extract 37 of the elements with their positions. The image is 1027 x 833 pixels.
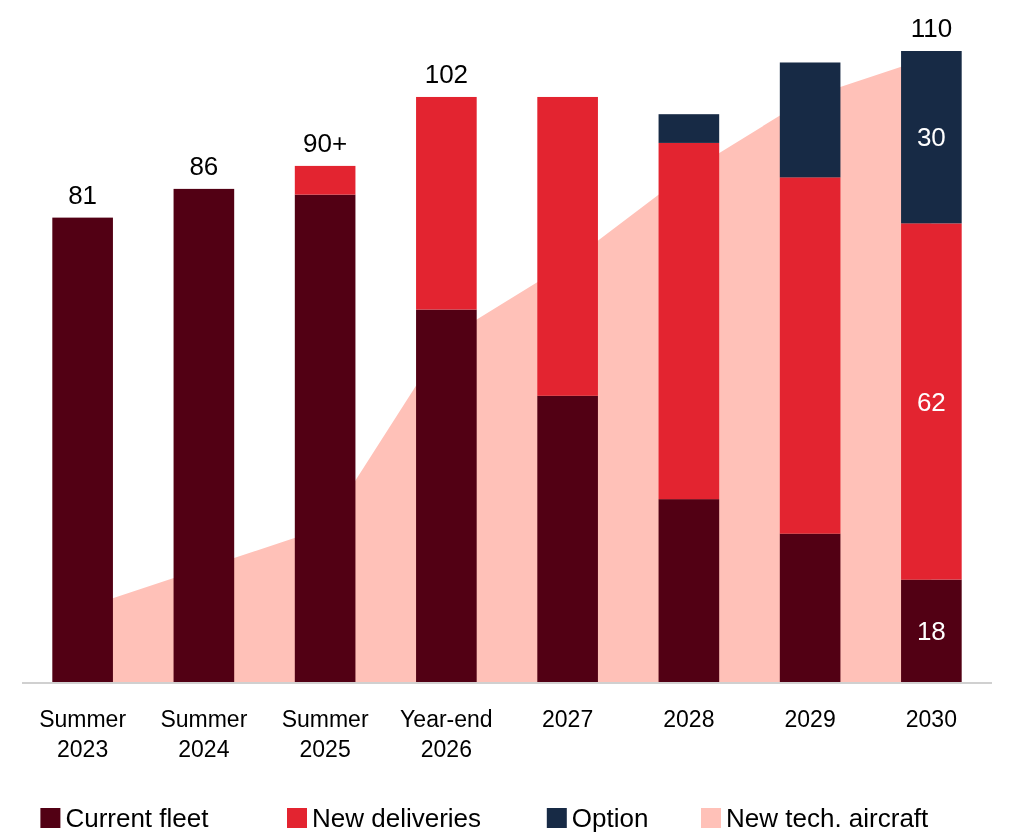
bar bbox=[294, 194, 356, 683]
bar bbox=[901, 51, 962, 224]
x-tick-label: 2028 bbox=[663, 706, 715, 732]
x-tick-label: Summer 2025 bbox=[281, 706, 369, 762]
bar bbox=[173, 188, 235, 683]
annotation: 102 bbox=[424, 58, 469, 89]
bar bbox=[658, 142, 720, 500]
annotation: 86 bbox=[189, 150, 219, 181]
bar bbox=[901, 579, 962, 683]
x-tick-label: 2029 bbox=[784, 706, 836, 732]
bar bbox=[537, 395, 598, 683]
x-tick-label: 2030 bbox=[905, 706, 957, 732]
x-tick-label: Summer 2024 bbox=[160, 706, 248, 762]
x-tick-label: Summer 2023 bbox=[39, 706, 127, 762]
annotation: 110 bbox=[910, 13, 953, 43]
annotation: 90+ bbox=[303, 127, 348, 158]
bar bbox=[658, 499, 720, 683]
data-label: 62 bbox=[916, 386, 946, 417]
bar bbox=[658, 114, 720, 143]
bar bbox=[537, 96, 598, 396]
bar bbox=[416, 309, 477, 683]
data-label: 18 bbox=[916, 616, 946, 647]
bar bbox=[52, 217, 113, 683]
legend-label: New tech. aircraft bbox=[726, 803, 930, 833]
legend-label: Option bbox=[571, 803, 649, 833]
bar bbox=[416, 96, 477, 310]
x-tick-label: Year-end 2026 bbox=[400, 706, 493, 762]
bar bbox=[779, 177, 841, 534]
legend-label: Current fleet bbox=[65, 803, 210, 833]
legend-label: New deliveries bbox=[312, 803, 482, 833]
bar bbox=[779, 533, 841, 683]
annotation: 81 bbox=[68, 179, 98, 210]
bar bbox=[294, 165, 356, 195]
bar bbox=[901, 223, 962, 580]
x-tick-label: 2027 bbox=[542, 706, 594, 732]
bar bbox=[779, 62, 841, 178]
data-label: 30 bbox=[916, 122, 946, 153]
